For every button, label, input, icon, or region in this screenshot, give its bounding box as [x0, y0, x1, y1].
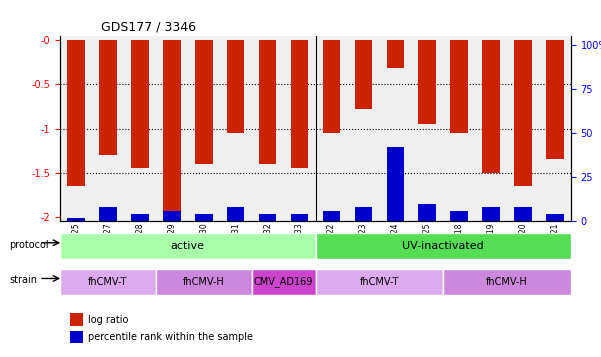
Bar: [70, 331, 83, 343]
Text: strain: strain: [9, 275, 37, 285]
Text: GDS177 / 3346: GDS177 / 3346: [101, 20, 196, 33]
Bar: [418, 40, 436, 124]
Bar: [323, 211, 340, 221]
Bar: [67, 40, 85, 186]
Bar: [259, 40, 276, 164]
Text: UV-inactivated: UV-inactivated: [402, 241, 484, 251]
Text: fhCMV-T: fhCMV-T: [88, 277, 127, 287]
Bar: [386, 40, 404, 69]
Bar: [131, 40, 148, 168]
Bar: [418, 203, 436, 221]
Bar: [450, 40, 468, 133]
Bar: [227, 40, 245, 133]
Bar: [355, 207, 372, 221]
FancyBboxPatch shape: [60, 269, 156, 295]
Bar: [386, 147, 404, 221]
FancyBboxPatch shape: [443, 269, 571, 295]
Text: fhCMV-T: fhCMV-T: [359, 277, 399, 287]
Bar: [67, 218, 85, 221]
Bar: [483, 207, 500, 221]
Bar: [514, 40, 532, 186]
Bar: [323, 40, 340, 133]
Text: log ratio: log ratio: [88, 315, 129, 325]
Bar: [195, 214, 213, 221]
Bar: [546, 40, 564, 160]
Text: percentile rank within the sample: percentile rank within the sample: [88, 332, 253, 342]
Bar: [163, 40, 181, 217]
Bar: [99, 207, 117, 221]
Bar: [291, 40, 308, 168]
FancyBboxPatch shape: [316, 233, 571, 259]
Bar: [483, 40, 500, 173]
FancyBboxPatch shape: [252, 269, 316, 295]
FancyBboxPatch shape: [156, 269, 252, 295]
Bar: [291, 214, 308, 221]
Bar: [195, 40, 213, 164]
FancyBboxPatch shape: [60, 233, 316, 259]
Bar: [546, 214, 564, 221]
Bar: [259, 214, 276, 221]
FancyBboxPatch shape: [316, 269, 443, 295]
Bar: [70, 313, 83, 326]
Bar: [163, 211, 181, 221]
Bar: [514, 207, 532, 221]
Bar: [450, 211, 468, 221]
Bar: [355, 40, 372, 109]
Bar: [227, 207, 245, 221]
Bar: [99, 40, 117, 155]
Text: CMV_AD169: CMV_AD169: [254, 277, 313, 287]
Text: fhCMV-H: fhCMV-H: [486, 277, 528, 287]
Text: fhCMV-H: fhCMV-H: [183, 277, 225, 287]
Text: protocol: protocol: [9, 240, 49, 250]
Bar: [131, 214, 148, 221]
Text: active: active: [171, 241, 205, 251]
